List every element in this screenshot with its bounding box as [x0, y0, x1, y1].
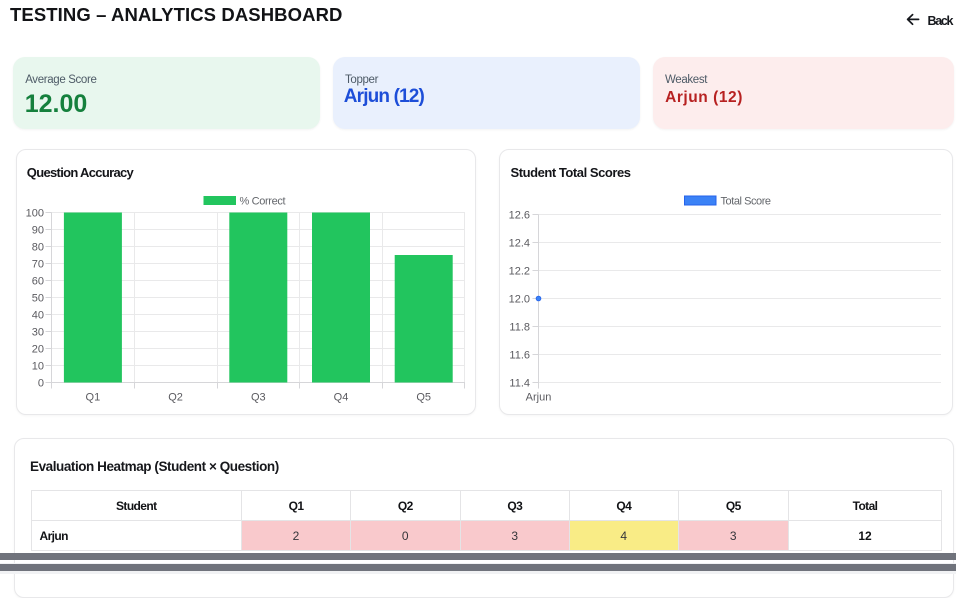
svg-text:Arjun: Arjun: [526, 392, 552, 404]
svg-text:12.6: 12.6: [509, 209, 530, 221]
svg-text:Q2: Q2: [168, 392, 183, 404]
svg-text:0: 0: [38, 377, 44, 389]
svg-text:Q3: Q3: [251, 392, 266, 404]
svg-text:80: 80: [32, 241, 44, 253]
svg-text:20: 20: [32, 343, 44, 355]
svg-text:Q1: Q1: [86, 392, 101, 404]
svg-text:40: 40: [32, 309, 44, 321]
svg-text:Total Score: Total Score: [721, 196, 771, 208]
svg-text:90: 90: [32, 224, 44, 236]
svg-text:11.8: 11.8: [509, 321, 530, 333]
svg-text:70: 70: [32, 258, 44, 270]
svg-text:Q4: Q4: [334, 392, 349, 404]
svg-text:Q5: Q5: [416, 392, 431, 404]
svg-text:10: 10: [32, 360, 44, 372]
svg-text:Student Total Scores: Student Total Scores: [511, 165, 631, 180]
svg-text:30: 30: [32, 326, 44, 338]
svg-text:11.4: 11.4: [509, 377, 530, 389]
svg-text:11.6: 11.6: [509, 349, 530, 361]
svg-text:100: 100: [26, 207, 44, 219]
svg-text:12.2: 12.2: [509, 265, 530, 277]
svg-text:12.0: 12.0: [509, 293, 530, 305]
svg-text:50: 50: [32, 292, 44, 304]
svg-text:12.4: 12.4: [509, 237, 530, 249]
svg-text:% Correct: % Correct: [240, 196, 286, 208]
svg-text:60: 60: [32, 275, 44, 287]
svg-text:Question Accuracy: Question Accuracy: [27, 165, 135, 180]
